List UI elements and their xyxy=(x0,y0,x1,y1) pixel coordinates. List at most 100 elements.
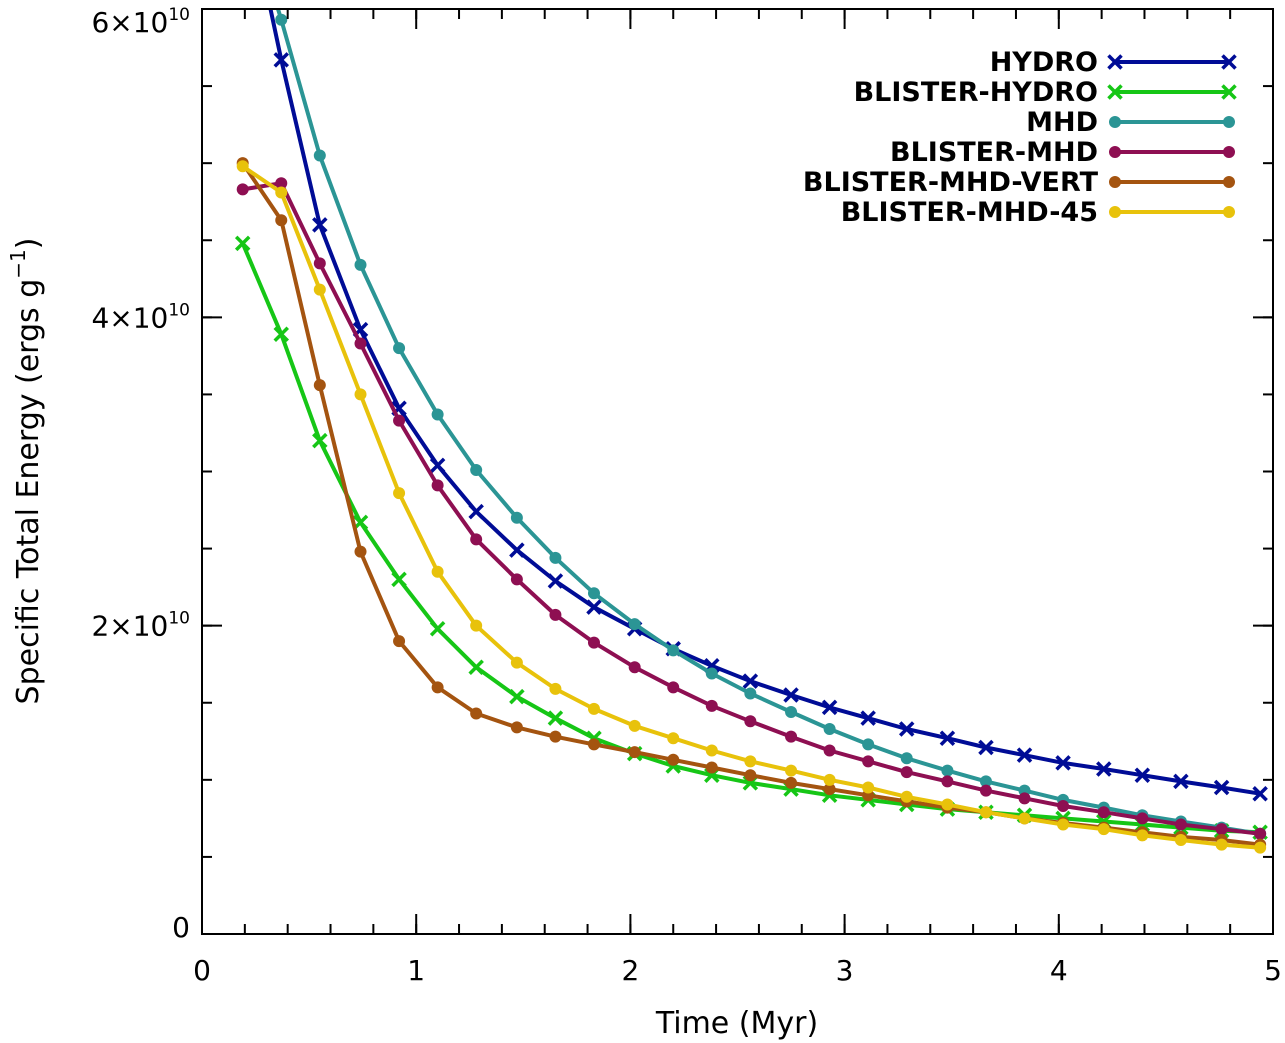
data-point-blister-hydro xyxy=(468,659,484,676)
y-axis-title-end: ) xyxy=(11,238,46,250)
data-point-hydro xyxy=(1016,747,1033,763)
data-point-hydro xyxy=(860,710,876,726)
marker-stroke xyxy=(1134,767,1151,783)
y-tick-label: 0 xyxy=(172,911,190,944)
x-tick-label: 4 xyxy=(1050,954,1068,987)
y-tick-mantissa: 6×10 xyxy=(91,6,168,39)
marker-stroke xyxy=(821,699,838,716)
marker-stroke xyxy=(742,673,759,689)
x-tick-label: 2 xyxy=(621,954,639,987)
series-line-blister-mhd-45 xyxy=(241,164,1261,850)
marker-stroke xyxy=(391,571,407,588)
data-point-mhd xyxy=(431,408,444,421)
marker-stroke xyxy=(1173,773,1189,790)
data-point-blister-mhd xyxy=(900,766,913,779)
legend-label: BLISTER-HYDRO xyxy=(854,77,1098,108)
data-point-blister-mhd xyxy=(275,177,288,190)
marker-stroke xyxy=(547,710,564,726)
data-point-hydro xyxy=(1055,755,1071,771)
marker-stroke xyxy=(468,659,484,676)
legend-marker xyxy=(1109,206,1121,218)
data-point-blister-mhd-vert xyxy=(431,681,444,694)
data-point-blister-mhd-45 xyxy=(1097,823,1110,836)
series-blister-mhd-vert xyxy=(236,157,1267,851)
legend-marker xyxy=(1109,116,1121,128)
y-axis-title: Specific Total Energy (ergs g−1) xyxy=(6,238,46,705)
legend-marker xyxy=(1223,176,1235,188)
x-axis-title: Time (Myr) xyxy=(655,1006,818,1041)
data-point-blister-mhd-45 xyxy=(549,682,562,695)
data-point-blister-mhd-45 xyxy=(587,702,600,715)
data-point-blister-mhd xyxy=(667,681,680,694)
data-point-mhd xyxy=(900,752,913,765)
data-point-blister-mhd xyxy=(510,573,523,586)
data-point-blister-mhd xyxy=(1018,792,1031,805)
marker-stroke xyxy=(1016,747,1033,763)
data-point-hydro xyxy=(312,217,328,233)
series-blister-mhd xyxy=(236,177,1267,840)
marker-stroke xyxy=(860,710,876,726)
data-point-hydro xyxy=(939,730,956,746)
data-point-blister-mhd-45 xyxy=(628,719,641,732)
data-point-blister-mhd-45 xyxy=(1057,818,1070,831)
data-point-blister-mhd-45 xyxy=(1215,838,1228,851)
y-tick-mantissa: 2×10 xyxy=(91,610,168,643)
marker-stroke xyxy=(1096,761,1112,777)
y-tick-exponent: 10 xyxy=(168,300,190,320)
data-point-blister-mhd-vert xyxy=(549,730,562,743)
data-point-hydro xyxy=(742,673,759,689)
marker-stroke xyxy=(978,739,994,756)
data-point-blister-mhd xyxy=(1057,800,1070,813)
data-point-mhd xyxy=(941,764,954,777)
legend-marker xyxy=(1109,176,1121,188)
marker-stroke xyxy=(273,326,289,343)
legend-marker xyxy=(1223,206,1235,218)
legend-entry-blister-mhd-vert: BLISTER-MHD-VERT xyxy=(803,167,1235,198)
data-point-hydro xyxy=(1213,779,1230,796)
data-point-blister-mhd xyxy=(354,337,367,350)
legend-entry-hydro: HYDRO xyxy=(990,47,1237,78)
y-axis-title-main: Specific Total Energy (ergs g xyxy=(11,279,46,705)
x-tick-label: 5 xyxy=(1264,954,1282,987)
data-point-mhd xyxy=(587,587,600,600)
data-point-hydro xyxy=(509,542,525,558)
data-point-blister-mhd-45 xyxy=(823,773,836,786)
data-point-blister-mhd xyxy=(313,257,326,270)
data-point-blister-mhd-45 xyxy=(393,487,406,500)
x-tick-label: 1 xyxy=(407,954,425,987)
legend-entry-blister-mhd-45: BLISTER-MHD-45 xyxy=(841,197,1235,228)
marker-stroke xyxy=(783,687,799,703)
data-point-hydro xyxy=(821,699,838,716)
data-point-blister-mhd-45 xyxy=(1018,812,1031,825)
data-point-mhd xyxy=(313,149,326,162)
data-point-mhd xyxy=(862,738,875,751)
marker-stroke xyxy=(586,599,602,615)
data-point-blister-hydro xyxy=(273,326,289,343)
data-point-blister-mhd xyxy=(1097,806,1110,819)
legend-entry-blister-hydro: BLISTER-HYDRO xyxy=(854,77,1237,108)
data-point-blister-mhd xyxy=(979,784,992,797)
legend-label: MHD xyxy=(1026,107,1098,138)
data-point-hydro xyxy=(1173,773,1189,790)
data-point-blister-mhd xyxy=(705,699,718,712)
y-tick-exponent: 10 xyxy=(168,5,190,25)
data-point-blister-mhd xyxy=(470,533,483,546)
data-point-blister-mhd-45 xyxy=(313,283,326,296)
marker-stroke xyxy=(1213,779,1230,796)
y-tick-label: 6×1010 xyxy=(91,5,190,39)
data-point-hydro xyxy=(1252,785,1268,802)
marker-stroke xyxy=(1055,755,1071,771)
legend-label: HYDRO xyxy=(990,47,1098,78)
data-point-blister-mhd-45 xyxy=(470,619,483,632)
series-line-blister-hydro xyxy=(240,242,1261,835)
data-point-blister-mhd-vert xyxy=(785,776,798,789)
marker-stroke xyxy=(234,235,251,252)
data-point-blister-mhd xyxy=(587,636,600,649)
marker-stroke xyxy=(509,542,525,558)
series-line-hydro xyxy=(268,9,1261,796)
data-point-blister-mhd-vert xyxy=(313,379,326,392)
legend-entry-mhd: MHD xyxy=(1026,107,1235,138)
data-point-blister-mhd xyxy=(823,744,836,757)
data-point-mhd xyxy=(470,463,483,476)
data-point-hydro xyxy=(978,739,994,756)
